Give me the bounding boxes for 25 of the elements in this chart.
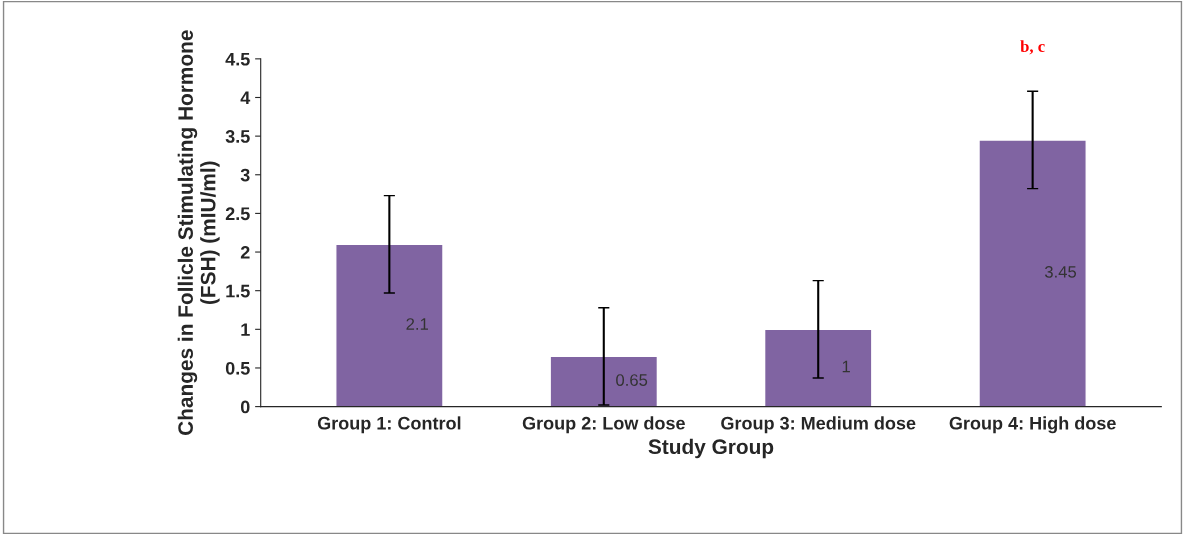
y-tick-label: 1.5 <box>226 284 250 298</box>
y-tick-label: 3.5 <box>225 130 250 143</box>
x-tick-label: Group 1: Control <box>317 416 461 434</box>
x-tick-label: Group 2: Low dose <box>522 416 685 434</box>
y-tick-label: 2 <box>240 245 250 259</box>
x-tick-label: Group 3: Medium dose <box>721 416 916 434</box>
data-label: 2.1 <box>406 318 429 330</box>
y-tick-label: 2.5 <box>225 207 250 221</box>
y-axis-title: Changes in Follicle Stimulating Hormone (FSH) (mIU/ml) <box>177 30 220 435</box>
bar <box>549 355 659 407</box>
bar <box>763 328 873 407</box>
data-label: 3.45 <box>1044 265 1077 278</box>
bar <box>335 243 444 407</box>
data-label: 0.65 <box>616 374 648 386</box>
y-tick-label: 0.5 <box>225 361 250 375</box>
y-tick-label: 1 <box>241 323 250 336</box>
y-tick-label: 3 <box>240 168 250 182</box>
y-tick-label: 4 <box>240 91 251 105</box>
x-axis-title: Study Group <box>648 438 774 459</box>
y-tick-label: 4.5 <box>225 52 250 66</box>
text: b, c <box>1020 40 1045 55</box>
data-label: 1 <box>842 360 850 373</box>
bar <box>978 139 1087 407</box>
x-tick-label: Group 4: High dose <box>949 416 1116 434</box>
y-tick-label: 0 <box>240 400 250 414</box>
